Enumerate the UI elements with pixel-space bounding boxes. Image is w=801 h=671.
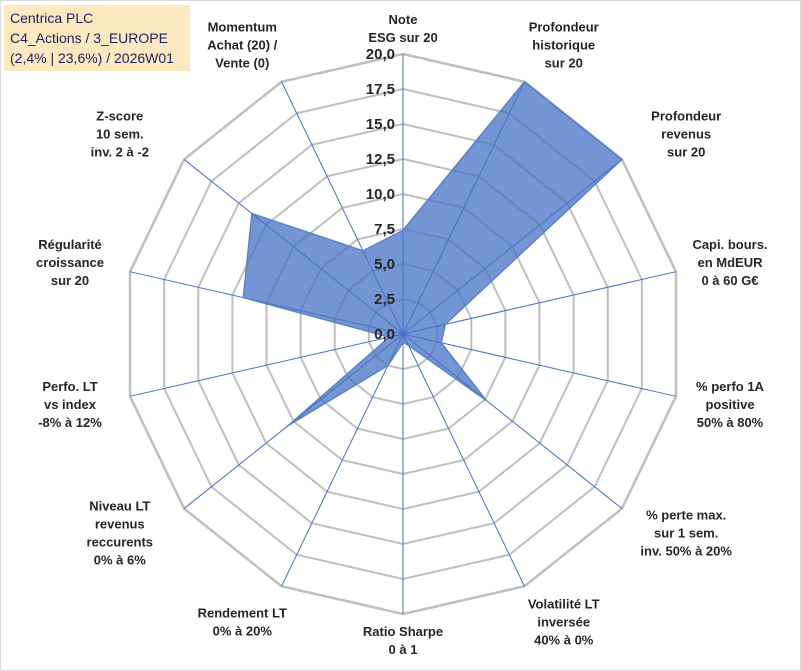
tick-label-4: 10,0 bbox=[366, 186, 395, 203]
axis-label-3-line-2: 0 à 60 G€ bbox=[701, 273, 758, 288]
spoke-10 bbox=[129, 333, 404, 397]
axis-label-6-line-0: Volatilité LT bbox=[528, 596, 600, 611]
tick-label-1: 2,5 bbox=[374, 291, 395, 308]
tick-label-3: 7,5 bbox=[374, 221, 395, 238]
axis-label-1-line-2: sur 20 bbox=[545, 56, 583, 71]
axis-label-11: Régularité croissance sur 20 bbox=[36, 237, 104, 288]
spoke-6 bbox=[402, 333, 525, 587]
axis-label-12-line-0: Z-score bbox=[96, 108, 143, 123]
axis-label-7-line-0: Ratio Sharpe bbox=[363, 624, 443, 639]
axis-label-12: Z-score 10 sem. inv. 2 à -2 bbox=[91, 108, 149, 159]
title-line-company: Centrica PLC bbox=[10, 10, 94, 26]
axis-label-4: % perfo 1A positive 50% à 80% bbox=[696, 379, 765, 430]
title-line-stats: (2,4% | 23,6%) / 2026W01 bbox=[10, 50, 174, 66]
axis-label-12-line-1: 10 sem. bbox=[96, 126, 144, 141]
axis-label-5: % perte max. sur 1 sem. inv. 50% à 20% bbox=[640, 508, 732, 559]
axis-label-9-line-3: 0% à 6% bbox=[94, 553, 146, 568]
tick-label-8: 20,0 bbox=[366, 46, 395, 63]
spoke-3 bbox=[402, 271, 677, 335]
axis-label-2-line-2: sur 20 bbox=[667, 144, 705, 159]
axis-label-3: Capi. bours. en MdEUR 0 à 60 G€ bbox=[692, 237, 767, 288]
axis-label-3-line-0: Capi. bours. bbox=[692, 237, 767, 252]
axis-label-10-line-2: -8% à 12% bbox=[38, 415, 102, 430]
axis-label-1-line-1: historique bbox=[532, 38, 595, 53]
axis-label-9-line-0: Niveau LT bbox=[89, 499, 150, 514]
axis-label-0: Note ESG sur 20 bbox=[368, 12, 437, 45]
axis-label-2-line-1: revenus bbox=[661, 126, 711, 141]
axis-label-4-line-2: 50% à 80% bbox=[697, 415, 764, 430]
axis-label-9: Niveau LT revenus reccurents 0% à 6% bbox=[87, 499, 153, 568]
axis-label-7-line-1: 0 à 1 bbox=[389, 642, 418, 657]
radar-tick-labels: 0,0 2,5 5,0 7,5 10,0 12,5 15,0 17,5 20,0 bbox=[366, 46, 395, 343]
axis-label-10: Perfo. LT vs index -8% à 12% bbox=[38, 379, 102, 430]
axis-label-8: Rendement LT 0% à 20% bbox=[198, 605, 287, 638]
chart-title-box: Centrica PLC C4_Actions / 3_EUROPE (2,4%… bbox=[4, 5, 190, 71]
axis-label-11-line-0: Régularité bbox=[38, 237, 102, 252]
axis-label-3-line-1: en MdEUR bbox=[698, 255, 764, 270]
spoke-4 bbox=[402, 333, 677, 397]
title-line-category: C4_Actions / 3_EUROPE bbox=[10, 30, 168, 46]
axis-label-12-line-2: inv. 2 à -2 bbox=[91, 144, 149, 159]
axis-label-10-line-1: vs index bbox=[44, 397, 97, 412]
axis-label-6: Volatilité LT inversée 40% à 0% bbox=[528, 596, 600, 647]
axis-label-7: Ratio Sharpe 0 à 1 bbox=[363, 624, 443, 657]
axis-label-10-line-0: Perfo. LT bbox=[42, 379, 97, 394]
axis-label-13-line-1: Achat (20) / bbox=[207, 38, 277, 53]
tick-label-5: 12,5 bbox=[366, 151, 395, 168]
axis-label-11-line-2: sur 20 bbox=[51, 273, 89, 288]
axis-label-2-line-0: Profondeur bbox=[651, 108, 721, 123]
axis-label-2: Profondeur revenus sur 20 bbox=[651, 108, 721, 159]
axis-label-8-line-1: 0% à 20% bbox=[213, 623, 273, 638]
radar-axis-labels: Note ESG sur 20 Profondeur historique sur 20… bbox=[36, 12, 768, 657]
tick-label-6: 15,0 bbox=[366, 116, 395, 133]
axis-label-0-line-1: ESG sur 20 bbox=[368, 30, 437, 45]
axis-label-8-line-0: Rendement LT bbox=[198, 605, 287, 620]
axis-label-13-line-0: Momentum bbox=[208, 20, 277, 35]
axis-label-1-line-0: Profondeur bbox=[529, 20, 599, 35]
axis-label-9-line-1: revenus bbox=[95, 517, 145, 532]
axis-label-4-line-1: positive bbox=[705, 397, 754, 412]
axis-label-5-line-2: inv. 50% à 20% bbox=[640, 544, 732, 559]
tick-label-7: 17,5 bbox=[366, 81, 395, 98]
series-area-0 bbox=[242, 80, 624, 427]
spoke-8 bbox=[281, 333, 404, 587]
axis-label-11-line-1: croissance bbox=[36, 255, 104, 270]
tick-label-0: 0,0 bbox=[374, 326, 395, 343]
axis-label-5-line-0: % perte max. bbox=[646, 508, 726, 523]
axis-label-4-line-0: % perfo 1A bbox=[696, 379, 765, 394]
axis-label-1: Profondeur historique sur 20 bbox=[529, 20, 599, 71]
axis-label-13-line-2: Vente (0) bbox=[215, 56, 269, 71]
axis-label-6-line-2: 40% à 0% bbox=[534, 632, 594, 647]
axis-label-6-line-1: inversée bbox=[537, 614, 590, 629]
axis-label-0-line-0: Note bbox=[389, 12, 418, 27]
tick-label-2: 5,0 bbox=[374, 256, 395, 273]
axis-label-9-line-2: reccurents bbox=[87, 535, 153, 550]
axis-label-13: Momentum Achat (20) / Vente (0) bbox=[207, 20, 277, 71]
radar-series bbox=[242, 80, 624, 427]
axis-label-5-line-1: sur 1 sem. bbox=[654, 526, 718, 541]
